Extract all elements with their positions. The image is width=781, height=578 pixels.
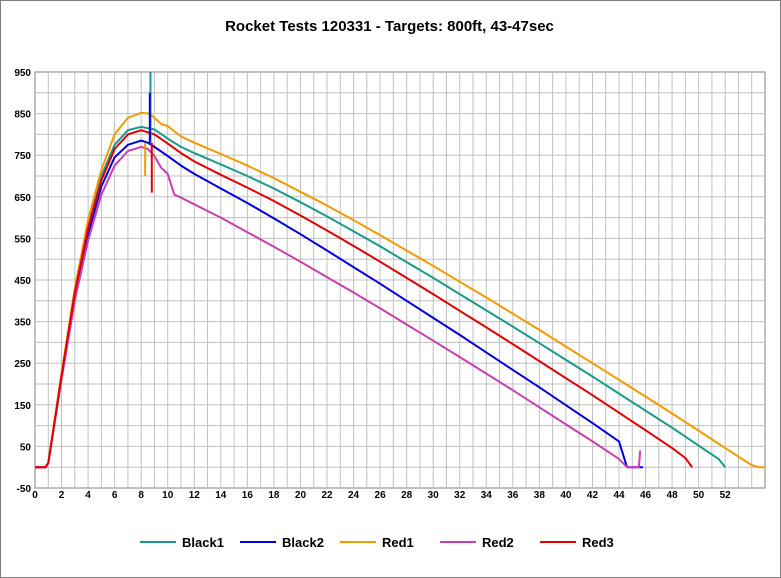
legend-swatch <box>440 541 476 543</box>
x-tick-label: 30 <box>428 490 440 501</box>
legend-label: Red3 <box>582 534 614 550</box>
x-tick-label: 4 <box>85 490 91 501</box>
legend-swatch <box>540 541 576 543</box>
legend-item-black1: Black1 <box>140 532 240 552</box>
x-tick-label: 24 <box>348 490 360 501</box>
x-tick-label: 40 <box>560 490 572 501</box>
x-tick-label: 12 <box>189 490 201 501</box>
legend-item-red1: Red1 <box>340 532 440 552</box>
x-tick-label: 16 <box>242 490 254 501</box>
y-tick-label: 650 <box>14 193 31 204</box>
x-tick-label: 18 <box>268 490 280 501</box>
y-tick-label: 950 <box>14 68 31 79</box>
series-line-black2 <box>35 139 643 469</box>
x-tick-label: 48 <box>667 490 679 501</box>
x-tick-label: 52 <box>720 490 732 501</box>
x-tick-label: 34 <box>481 490 493 501</box>
legend: Black1 Black2 Red1 Red2 Red3 <box>140 532 640 552</box>
x-tick-label: 20 <box>295 490 307 501</box>
legend-label: Black2 <box>282 534 324 550</box>
x-tick-label: 44 <box>613 490 625 501</box>
legend-label: Red2 <box>482 534 514 550</box>
y-tick-label: 50 <box>20 442 32 453</box>
x-tick-label: 2 <box>59 490 65 501</box>
x-tick-label: 42 <box>587 490 599 501</box>
y-tick-label: 250 <box>14 359 31 370</box>
x-tick-label: 46 <box>640 490 652 501</box>
x-tick-label: 6 <box>112 490 118 501</box>
x-tick-label: 14 <box>215 490 227 501</box>
series-line-red1 <box>35 111 765 469</box>
series-line-red3 <box>35 129 693 469</box>
y-tick-label: 150 <box>14 401 31 412</box>
legend-swatch <box>140 541 176 543</box>
chart-title: Rocket Tests 120331 - Targets: 800ft, 43… <box>225 18 554 35</box>
series-line-black1 <box>35 125 726 469</box>
legend-item-red3: Red3 <box>540 532 640 552</box>
x-tick-label: 10 <box>162 490 174 501</box>
x-tick-label: 26 <box>375 490 387 501</box>
legend-item-black2: Black2 <box>240 532 340 552</box>
y-tick-label: 350 <box>14 318 31 329</box>
x-tick-label: 32 <box>454 490 466 501</box>
x-tick-label: 8 <box>138 490 144 501</box>
legend-label: Black1 <box>182 534 224 550</box>
y-tick-label: 450 <box>14 276 31 287</box>
series-line-red2 <box>35 145 642 469</box>
legend-swatch <box>340 541 376 543</box>
x-tick-label: 22 <box>321 490 333 501</box>
y-tick-label: 850 <box>14 110 31 121</box>
y-tick-label: -50 <box>17 484 32 495</box>
y-tick-label: 750 <box>14 151 31 162</box>
y-tick-label: 550 <box>14 234 31 245</box>
x-tick-label: 36 <box>507 490 519 501</box>
x-tick-label: 0 <box>32 490 38 501</box>
legend-swatch <box>240 541 276 543</box>
x-tick-label: 28 <box>401 490 413 501</box>
legend-item-red2: Red2 <box>440 532 540 552</box>
x-tick-label: 50 <box>693 490 705 501</box>
legend-label: Red1 <box>382 534 414 550</box>
x-tick-label: 38 <box>534 490 546 501</box>
